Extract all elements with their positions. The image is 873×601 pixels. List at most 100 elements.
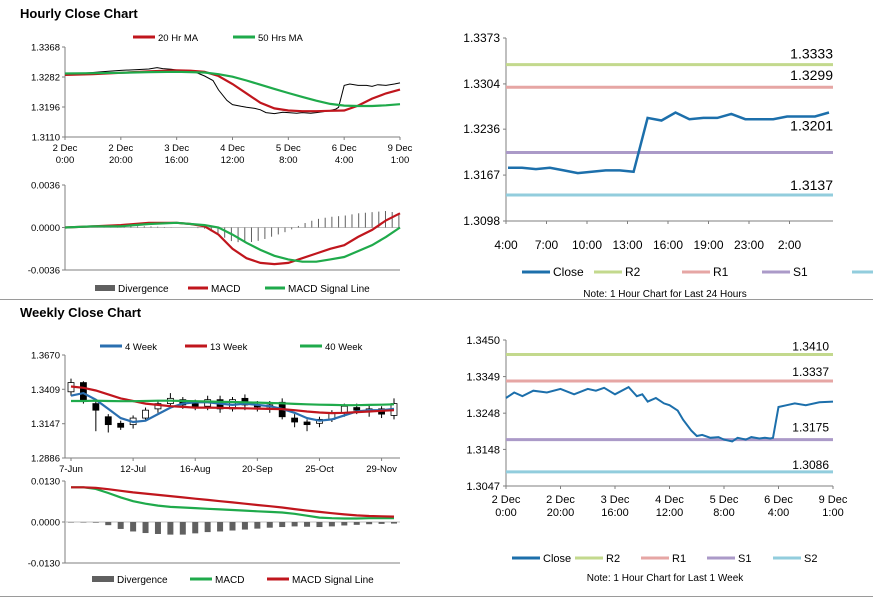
weekly-divergence-bar	[229, 522, 236, 531]
hourly-pivot-xtick-label: 19:00	[693, 238, 723, 252]
weekly-divergence-bar	[328, 522, 335, 527]
hourly-price-ytick-label: 1.3196	[31, 103, 60, 114]
hourly-price-xtick-label: 0:00	[56, 155, 75, 166]
weekly-pivot-ytick-label: 1.3450	[466, 335, 500, 347]
hourly-macd-legend-label: MACD Signal Line	[288, 284, 370, 295]
weekly-macd-ytick-label: -0.0130	[28, 559, 60, 570]
weekly-price-xtick-label: 7-Jun	[59, 464, 83, 475]
weekly-divergence-bar	[217, 522, 224, 532]
hourly-macd-ytick-label: 0.0000	[31, 223, 60, 234]
hourly-ma-line-50-hrs-ma	[64, 70, 401, 108]
hourly-pivot-xtick-label: 13:00	[612, 238, 642, 252]
weekly-divergence-bar	[204, 522, 211, 533]
bottom-divider	[0, 596, 873, 597]
hourly-pivot-xtick-label: 2:00	[778, 238, 802, 252]
weekly-pivot-level-label: 1.3086	[792, 458, 829, 472]
weekly-divergence-bar	[304, 522, 311, 527]
weekly-section-title: Weekly Close Chart	[20, 305, 142, 320]
hourly-price-xtick-label: 3 Dec	[164, 143, 189, 154]
weekly-divergence-bar	[316, 522, 323, 528]
hourly-signal-line	[64, 221, 401, 263]
weekly-pivot-xtick-label: 4 Dec	[655, 494, 684, 506]
weekly-pivot-close-line	[505, 385, 834, 443]
weekly-pivot-xtick-label: 1:00	[822, 507, 843, 519]
weekly-candle-body	[92, 403, 100, 411]
hourly-price-legend-label: 20 Hr MA	[158, 33, 199, 44]
hourly-pivot-legend-label: R2	[625, 265, 641, 279]
weekly-candle-body	[303, 421, 311, 426]
weekly-pivot-xtick-label: 3 Dec	[601, 494, 630, 506]
weekly-divergence-bar	[391, 522, 397, 524]
weekly-macd-line-macd	[71, 486, 394, 520]
hourly-pivot-level-label: 1.3137	[790, 177, 833, 193]
weekly-divergence-bar	[353, 522, 360, 525]
weekly-divergence-bar	[167, 522, 174, 535]
weekly-pivot-note: Note: 1 Hour Chart for Last 1 Week	[586, 573, 744, 584]
hourly-pivot-ytick-label: 1.3098	[463, 214, 500, 228]
weekly-divergence-bar	[154, 522, 161, 534]
weekly-ma-line-4-week	[70, 391, 395, 424]
weekly-divergence-bar	[130, 522, 137, 532]
weekly-price-ytick-label: 1.3409	[31, 385, 60, 396]
weekly-divergence-bar	[378, 522, 385, 524]
weekly-pivot-ytick-label: 1.3349	[466, 372, 500, 384]
hourly-pivot-level-label: 1.3299	[790, 67, 833, 83]
weekly-pivot-xtick-label: 2 Dec	[492, 494, 521, 506]
weekly-pivot-level-label: 1.3337	[792, 365, 829, 379]
hourly-pivot-note: Note: 1 Hour Chart for Last 24 Hours	[583, 289, 747, 300]
weekly-macd-legend-label: MACD	[215, 575, 244, 586]
hourly-pivot-xtick-label: 4:00	[494, 238, 518, 252]
hourly-price-xtick-label: 2 Dec	[53, 143, 78, 154]
hourly-pivot-ytick-label: 1.3236	[463, 122, 500, 136]
hourly-price-ytick-label: 1.3368	[31, 43, 60, 54]
weekly-pivot-legend-label: S1	[738, 553, 751, 565]
hourly-price-xtick-label: 5 Dec	[276, 143, 301, 154]
weekly-divergence-bar	[254, 522, 261, 529]
weekly-divergence-bar	[179, 522, 186, 535]
weekly-divergence-bar	[291, 522, 298, 527]
weekly-pivot-xtick-label: 12:00	[656, 507, 684, 519]
weekly-divergence-bar	[68, 522, 74, 523]
hourly-price-ytick-label: 1.3110	[32, 133, 60, 144]
weekly-price-xtick-label: 29-Nov	[366, 464, 397, 475]
hourly-section-title: Hourly Close Chart	[20, 6, 138, 21]
weekly-price-ytick-label: 1.3147	[31, 419, 60, 430]
weekly-pivot-ytick-label: 1.3248	[466, 408, 500, 420]
weekly-candle-body	[353, 407, 361, 411]
hourly-macd-legend-label: MACD	[211, 284, 240, 295]
weekly-macd-ytick-label: 0.0130	[31, 477, 60, 488]
hourly-close-line	[64, 67, 401, 115]
weekly-pivot-xtick-label: 20:00	[547, 507, 575, 519]
hourly-pivot-ytick-label: 1.3304	[463, 77, 500, 91]
hourly-price-xtick-label: 16:00	[165, 155, 189, 166]
hourly-pivot-xtick-label: 10:00	[572, 238, 602, 252]
weekly-pivot-ytick-label: 1.3047	[466, 481, 500, 493]
hourly-pivot-legend-label: R1	[713, 265, 729, 279]
weekly-pivot-xtick-label: 0:00	[495, 507, 516, 519]
hourly-price-ytick-label: 1.3282	[31, 73, 60, 84]
hourly-price-xtick-label: 12:00	[221, 155, 245, 166]
hourly-price-xtick-label: 8:00	[279, 155, 298, 166]
weekly-divergence-bar	[80, 522, 87, 523]
weekly-price-xtick-label: 12-Jul	[120, 464, 146, 475]
weekly-price-xtick-label: 25-Oct	[305, 464, 334, 475]
hourly-price-xtick-label: 2 Dec	[108, 143, 133, 154]
weekly-price-xtick-label: 20-Sep	[242, 464, 273, 475]
weekly-pivot-level-label: 1.3410	[792, 339, 829, 353]
weekly-price-legend-label: 4 Week	[125, 342, 157, 353]
weekly-divergence-bar	[142, 522, 149, 534]
hourly-pivot-xtick-label: 23:00	[734, 238, 764, 252]
weekly-macd-legend-label: Divergence	[117, 575, 168, 586]
weekly-divergence-bar	[117, 522, 124, 529]
weekly-divergence-bar	[266, 522, 273, 528]
weekly-price-legend-label: 40 Week	[325, 342, 363, 353]
weekly-pivot-xtick-label: 4:00	[768, 507, 789, 519]
weekly-pivot-legend-label: R2	[606, 553, 620, 565]
weekly-price-ytick-label: 1.3670	[31, 351, 60, 362]
weekly-divergence-bar	[192, 522, 199, 534]
weekly-divergence-bar	[241, 522, 248, 530]
weekly-pivot-xtick-label: 9 Dec	[819, 494, 848, 506]
hourly-pivot-ytick-label: 1.3167	[463, 168, 500, 182]
hourly-pivot-legend-label: Close	[553, 265, 584, 279]
